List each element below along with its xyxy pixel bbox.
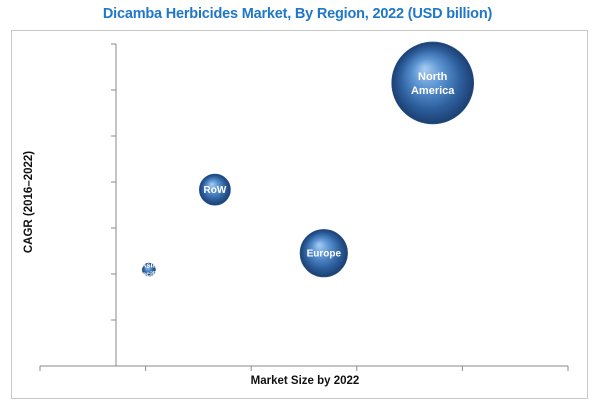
bubble-europe: Europe bbox=[299, 229, 348, 278]
bubble-asia-pacific: Asia Pacific bbox=[138, 263, 161, 279]
bubble-circle bbox=[391, 41, 475, 125]
bubble-label: Europe bbox=[307, 249, 342, 260]
bubble-label: Asia bbox=[142, 263, 157, 270]
axes bbox=[39, 43, 569, 371]
bubble-circle bbox=[142, 262, 156, 277]
bubble-label: RoW bbox=[204, 185, 227, 196]
chart-title: Dicamba Herbicides Market, By Region, 20… bbox=[102, 6, 493, 22]
bubble-label: North bbox=[418, 71, 448, 83]
x-axis-label: Market Size by 2022 bbox=[250, 375, 360, 387]
chart-frame bbox=[11, 30, 588, 399]
bubble-label: Pacific bbox=[138, 272, 161, 279]
bubble-label: America bbox=[411, 85, 455, 97]
y-axis-label: CAGR (2016–2022) bbox=[23, 150, 35, 254]
bubble-row: RoW bbox=[199, 173, 231, 206]
bubble-circle bbox=[199, 173, 231, 206]
bubble-north-america: North America bbox=[391, 41, 475, 125]
bubbles: North America RoW Europe Asia Pacific bbox=[138, 41, 475, 279]
bubble-circle bbox=[299, 229, 348, 278]
